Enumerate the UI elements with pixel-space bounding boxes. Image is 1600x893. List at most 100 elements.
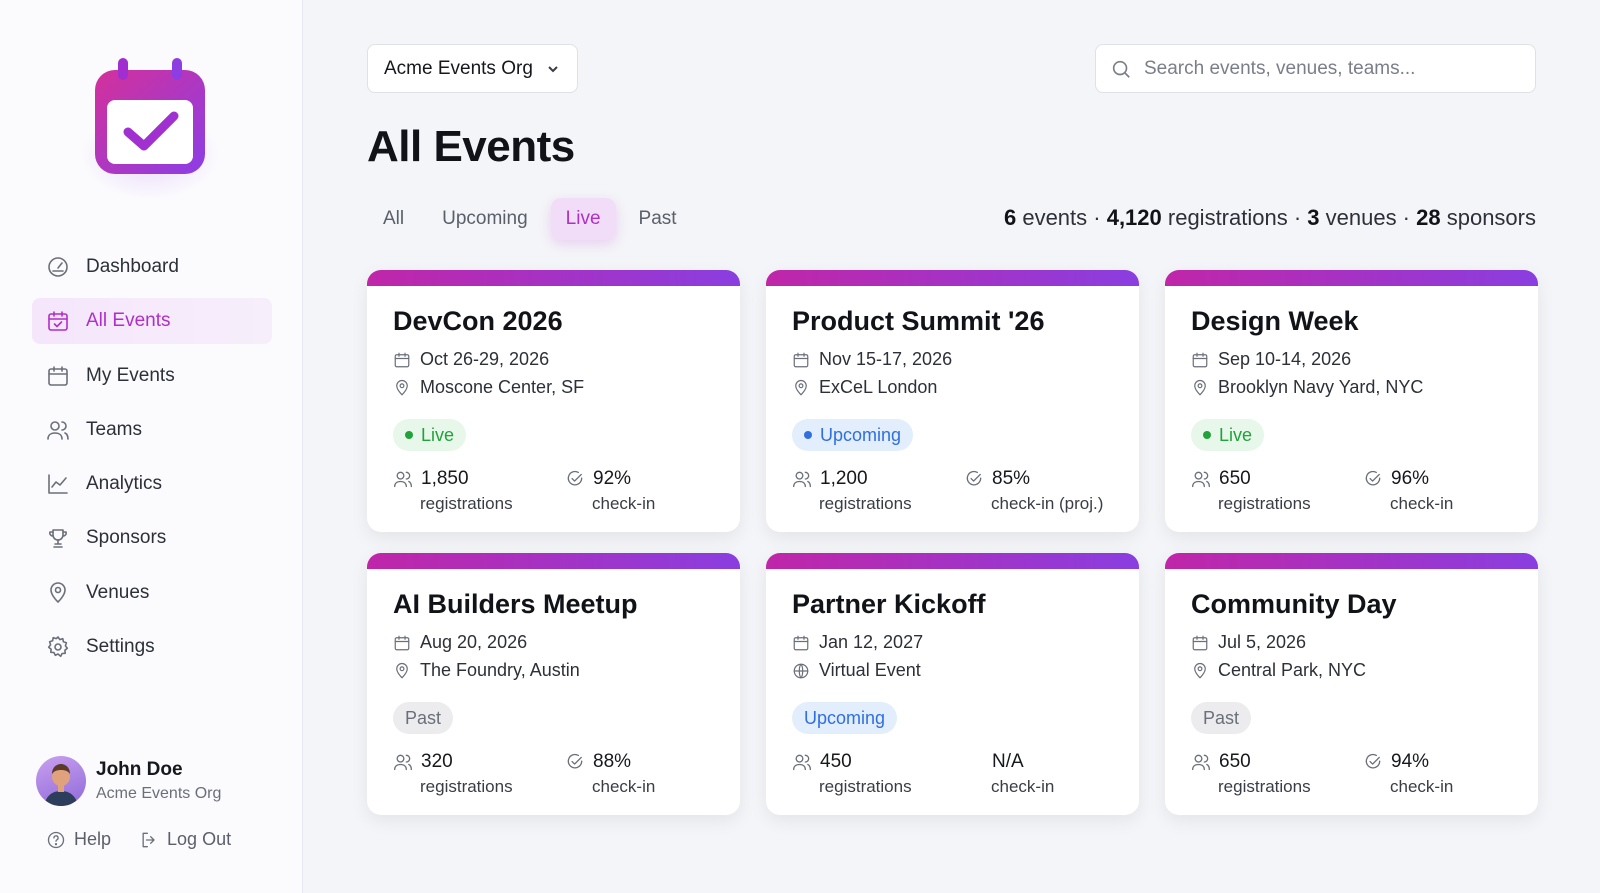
page-title: All Events: [367, 122, 575, 171]
checkin-label: check-in: [592, 777, 656, 796]
event-card[interactable]: Design Week Sep 10-14, 2026 Brooklyn Nav…: [1165, 270, 1538, 532]
status-text: Live: [421, 424, 455, 445]
event-card[interactable]: AI Builders Meetup Aug 20, 2026 The Foun…: [367, 553, 740, 815]
checkin-value: 96%: [1391, 468, 1430, 489]
map-pin-icon: [1194, 379, 1206, 395]
event-card[interactable]: Community Day Jul 5, 2026 Central Park, …: [1165, 553, 1538, 815]
sidebar-item-analytics[interactable]: Analytics: [32, 461, 272, 507]
card-accent-bar: [766, 553, 1139, 569]
search-input[interactable]: [1144, 57, 1524, 80]
event-date: Jul 5, 2026: [1191, 632, 1306, 653]
calendar-icon: [394, 352, 410, 367]
help-link[interactable]: Help: [46, 829, 111, 850]
tab-upcoming[interactable]: Upcoming: [442, 208, 528, 229]
event-title[interactable]: Design Week: [1191, 306, 1359, 336]
events-count: 6: [1003, 205, 1017, 230]
search-bar[interactable]: [1095, 44, 1536, 93]
event-date: Sep 10-14, 2026: [1191, 349, 1351, 370]
sidebar-item-label: Analytics: [86, 473, 163, 495]
user-name: John Doe: [96, 759, 183, 780]
checkin-stat: 94% check-in: [1363, 751, 1453, 797]
gear-icon: [47, 636, 69, 658]
event-date: Jan 12, 2027: [792, 632, 923, 653]
event-venue: Central Park, NYC: [1191, 660, 1366, 681]
checkin-value: 85%: [992, 468, 1031, 489]
events-label: events ·: [1016, 205, 1107, 230]
sponsors-count: 28: [1416, 205, 1441, 230]
logout-icon: [142, 832, 155, 847]
sidebar-item-label: All Events: [86, 310, 171, 332]
logout-link[interactable]: Log Out: [139, 829, 231, 850]
event-title[interactable]: Partner Kickoff: [792, 589, 986, 619]
checkin-stat: 92% check-in: [565, 468, 655, 514]
help-label: Help: [74, 829, 112, 849]
globe-icon: [793, 663, 809, 678]
registrations-label: registrations: [420, 494, 513, 513]
status-badge: Past: [393, 702, 454, 734]
event-date-text: Aug 20, 2026: [420, 632, 528, 652]
sidebar-item-all-events[interactable]: All Events: [32, 298, 272, 345]
status-text: Upcoming: [820, 424, 902, 445]
users-icon: [394, 754, 412, 771]
org-select[interactable]: Acme Events Org: [367, 44, 578, 93]
sidebar-item-label: Settings: [86, 636, 155, 658]
sidebar-item-sponsors[interactable]: Sponsors: [32, 515, 272, 561]
tab-past[interactable]: Past: [638, 208, 677, 229]
registrations-label: registrations: [1218, 494, 1311, 513]
registrations-stat: 450 registrations: [792, 751, 912, 797]
check-circle-icon: [567, 753, 583, 769]
avatar[interactable]: [36, 756, 86, 806]
sidebar-item-my-events[interactable]: My Events: [32, 353, 272, 399]
tab-all[interactable]: All: [383, 208, 405, 229]
check-circle-icon: [567, 470, 583, 486]
registrations-label: registrations ·: [1161, 205, 1308, 230]
venues-label: venues ·: [1319, 205, 1417, 230]
filter-tabs: All Upcoming Live Past: [368, 198, 700, 240]
checkin-label: check-in: [592, 494, 656, 513]
sidebar-item-dashboard[interactable]: Dashboard: [32, 244, 272, 290]
event-title[interactable]: Product Summit '26: [792, 306, 1045, 336]
event-venue-text: The Foundry, Austin: [420, 660, 580, 680]
person-icon: [44, 764, 78, 806]
chevron-down-icon: [548, 65, 558, 72]
registrations-label: registrations: [819, 777, 912, 796]
event-venue: ExCeL London: [792, 377, 937, 398]
user-profile[interactable]: John Doe Acme Events Org: [36, 756, 221, 806]
status-badge: Live: [1191, 419, 1265, 451]
event-venue-text: Central Park, NYC: [1218, 660, 1367, 680]
card-accent-bar: [1165, 553, 1538, 569]
check-circle-icon: [1365, 753, 1381, 769]
event-card[interactable]: Product Summit '26 Nov 15-17, 2026 ExCeL…: [766, 270, 1139, 532]
checkin-value: 94%: [1391, 751, 1430, 772]
sidebar-item-settings[interactable]: Settings: [32, 624, 272, 670]
card-accent-bar: [766, 270, 1139, 286]
event-date-text: Oct 26-29, 2026: [420, 349, 550, 369]
calendar-check-icon[interactable]: [92, 58, 208, 178]
sidebar-item-venues[interactable]: Venues: [32, 570, 272, 616]
event-card[interactable]: DevCon 2026 Oct 26-29, 2026 Moscone Cent…: [367, 270, 740, 532]
checkin-label: check-in: [1390, 494, 1454, 513]
event-date: Nov 15-17, 2026: [792, 349, 952, 370]
card-accent-bar: [367, 270, 740, 286]
registrations-label: registrations: [1218, 777, 1311, 796]
event-card[interactable]: Partner Kickoff Jan 12, 2027 Virtual Eve…: [766, 553, 1139, 815]
sidebar-item-label: Teams: [86, 418, 142, 440]
registrations-value: 650: [1219, 751, 1251, 772]
checkin-value: 92%: [593, 468, 632, 489]
check-circle-icon: [1365, 470, 1381, 486]
registrations-value: 650: [1219, 468, 1251, 489]
gauge-icon: [48, 257, 68, 277]
registrations-value: 450: [820, 751, 852, 772]
tab-live[interactable]: Live: [550, 198, 616, 240]
status-text: Live: [1219, 424, 1253, 445]
event-title[interactable]: Community Day: [1191, 589, 1397, 619]
event-venue: The Foundry, Austin: [393, 660, 580, 681]
event-title[interactable]: DevCon 2026: [393, 306, 563, 336]
map-pin-icon: [1194, 662, 1206, 678]
registrations-value: 1,850: [421, 468, 469, 489]
event-title[interactable]: AI Builders Meetup: [393, 589, 638, 619]
sidebar-item-teams[interactable]: Teams: [32, 407, 272, 453]
event-venue: Moscone Center, SF: [393, 377, 584, 398]
calendar-icon: [793, 635, 809, 650]
event-date-text: Jan 12, 2027: [819, 632, 924, 652]
